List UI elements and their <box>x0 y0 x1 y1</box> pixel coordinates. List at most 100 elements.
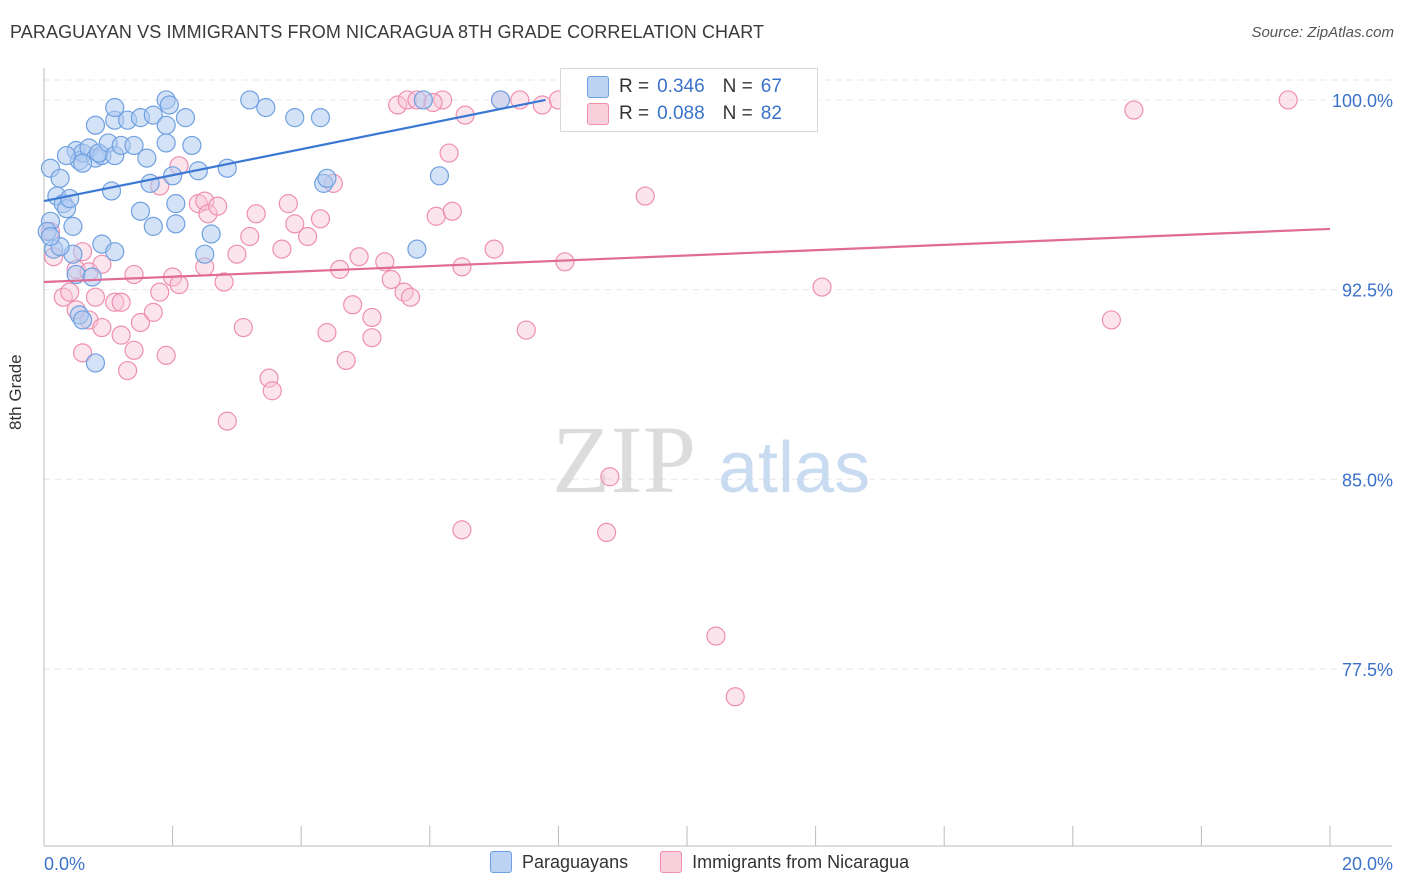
legend-item-nicaragua: Immigrants from Nicaragua <box>660 851 909 873</box>
data-point <box>156 115 176 135</box>
data-point <box>130 312 151 333</box>
data-point <box>394 282 414 302</box>
data-point <box>532 95 552 115</box>
tick-labels: 100.0% 92.5% 85.0% 77.5% 0.0% 20.0% <box>44 91 1393 874</box>
legend-n-value: 82 <box>760 103 782 124</box>
data-point <box>150 282 170 302</box>
series-immigrants-from-nicaragua <box>40 90 1298 707</box>
data-point <box>60 282 80 302</box>
data-point <box>381 269 401 290</box>
data-point <box>362 328 382 348</box>
data-point <box>169 274 189 295</box>
data-point <box>72 153 93 173</box>
data-point <box>137 148 157 168</box>
data-point <box>362 307 382 328</box>
data-point <box>285 214 305 234</box>
legend-row-nicaragua: R = 0.088 N = 82 <box>587 102 782 126</box>
y-tick-label: 100.0% <box>1332 91 1393 111</box>
legend-r-value: 0.088 <box>657 103 705 124</box>
data-point <box>310 108 331 128</box>
data-point <box>92 254 112 274</box>
data-point <box>53 287 73 307</box>
data-point <box>130 201 151 221</box>
data-point <box>201 224 221 244</box>
data-point <box>166 194 186 214</box>
data-point <box>310 209 331 229</box>
legend-label-paraguayans: Paraguayans <box>522 851 629 872</box>
data-point <box>452 257 472 277</box>
data-point <box>166 214 186 234</box>
legend-n-value: 67 <box>760 76 782 97</box>
data-point <box>240 226 260 247</box>
data-point <box>156 133 176 153</box>
data-point <box>407 239 427 259</box>
data-point <box>143 216 163 236</box>
legend-n-label: N = <box>722 103 753 124</box>
data-point <box>439 143 459 163</box>
data-point <box>72 310 93 330</box>
trend-line <box>43 227 1331 284</box>
data-point <box>182 135 202 156</box>
data-point <box>429 166 450 186</box>
chart-title: PARAGUAYAN VS IMMIGRANTS FROM NICARAGUA … <box>10 22 765 42</box>
watermark-zip: ZIP <box>552 406 696 513</box>
data-point <box>117 360 138 381</box>
data-point <box>400 287 421 307</box>
data-point <box>285 108 305 128</box>
data-point <box>111 325 131 345</box>
data-point <box>484 239 504 259</box>
data-point <box>442 201 462 221</box>
data-point <box>725 687 745 707</box>
data-point <box>214 272 234 292</box>
data-point <box>706 626 726 646</box>
data-point <box>349 247 369 267</box>
legend-r-value: 0.346 <box>657 76 705 97</box>
source-label: Source: ZipAtlas.com <box>1251 24 1394 41</box>
series-paraguayans <box>37 90 511 373</box>
data-point <box>635 186 655 206</box>
data-point <box>452 520 472 540</box>
data-point <box>124 340 144 360</box>
data-point <box>143 105 163 125</box>
legend-swatch-pink <box>587 103 609 125</box>
data-point <box>516 320 536 340</box>
data-point <box>124 135 144 156</box>
data-point <box>597 522 617 543</box>
data-point <box>159 95 179 115</box>
data-point <box>1101 310 1121 330</box>
data-point <box>317 168 337 188</box>
data-point <box>490 90 511 110</box>
data-point <box>217 411 237 431</box>
data-point <box>72 343 93 363</box>
data-point <box>208 196 228 216</box>
trend-line <box>43 98 546 203</box>
data-point <box>262 381 282 401</box>
legend-label-nicaragua: Immigrants from Nicaragua <box>692 851 910 872</box>
correlation-legend: R = 0.346 N = 67 R = 0.088 N = 82 <box>560 68 818 132</box>
legend-r-label: R = <box>619 76 650 97</box>
legend-swatch-blue <box>490 851 512 873</box>
legend-n-label: N = <box>722 76 753 97</box>
x-tick-label: 20.0% <box>1342 854 1393 874</box>
data-point <box>259 368 279 388</box>
data-point <box>175 108 196 128</box>
data-point <box>60 188 80 209</box>
data-point <box>40 226 61 247</box>
y-tick-label: 77.5% <box>1342 660 1393 680</box>
axes <box>43 68 1392 847</box>
data-point <box>375 252 395 272</box>
data-point <box>272 239 292 259</box>
y-tick-label: 92.5% <box>1342 281 1393 301</box>
data-point <box>63 216 83 236</box>
data-point <box>156 345 176 365</box>
data-point <box>105 292 125 312</box>
data-point <box>1124 100 1144 120</box>
data-point <box>195 244 215 264</box>
series-legend: Paraguayans Immigrants from Nicaragua <box>490 851 941 873</box>
data-point <box>82 267 102 287</box>
legend-item-paraguayans: Paraguayans <box>490 851 628 873</box>
legend-r-label: R = <box>619 103 650 124</box>
data-point <box>111 292 131 312</box>
data-point <box>336 350 356 371</box>
